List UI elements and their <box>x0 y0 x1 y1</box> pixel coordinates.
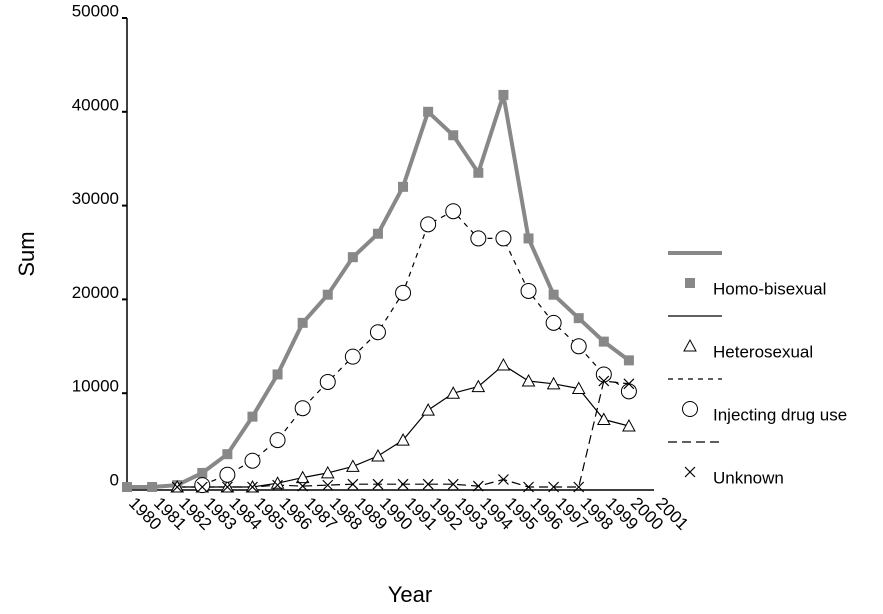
point <box>523 233 534 244</box>
point <box>473 167 484 178</box>
point <box>422 478 434 490</box>
point <box>548 289 559 300</box>
point <box>272 369 283 380</box>
point <box>598 375 610 387</box>
legend-label: Unknown <box>713 468 784 487</box>
point <box>397 478 409 490</box>
point <box>498 474 509 485</box>
point <box>623 355 634 366</box>
point <box>570 338 587 355</box>
point <box>320 465 335 479</box>
point <box>546 376 561 390</box>
point <box>297 317 308 328</box>
y-tick-label: 0 <box>110 470 119 489</box>
legend-label: Heterosexual <box>713 342 813 361</box>
point <box>448 130 459 141</box>
point <box>396 433 410 446</box>
point <box>171 481 183 493</box>
point <box>244 452 261 469</box>
point <box>398 181 409 192</box>
point <box>371 449 385 462</box>
point <box>472 480 484 492</box>
point <box>194 477 211 494</box>
point <box>347 252 358 263</box>
point <box>372 478 384 490</box>
point <box>548 481 560 493</box>
legend-marker <box>682 401 698 417</box>
series-line <box>202 210 630 486</box>
point <box>247 411 258 422</box>
point <box>297 480 309 492</box>
legend-marker <box>684 466 696 478</box>
point <box>272 479 283 491</box>
point <box>571 381 586 395</box>
point <box>573 313 584 324</box>
point <box>122 482 132 492</box>
legend-label: Homo-bisexual <box>713 279 826 298</box>
point <box>421 403 435 416</box>
point <box>622 418 636 432</box>
point <box>545 314 562 331</box>
point <box>395 284 412 301</box>
legend-marker <box>685 278 695 288</box>
point <box>573 481 585 493</box>
point <box>222 449 233 460</box>
point <box>295 470 310 484</box>
point <box>520 282 537 299</box>
point <box>347 478 359 490</box>
point <box>595 366 612 383</box>
point <box>219 466 236 483</box>
point <box>620 383 637 400</box>
point <box>322 479 334 491</box>
point <box>445 203 462 220</box>
y-tick-label: 10000 <box>72 377 119 396</box>
point <box>496 358 511 371</box>
point <box>147 482 158 492</box>
point <box>498 89 509 100</box>
point <box>322 289 333 300</box>
point <box>269 432 286 449</box>
point <box>596 412 611 425</box>
point <box>423 106 434 117</box>
x-axis-title: Year <box>388 582 432 607</box>
point <box>294 400 311 417</box>
point <box>196 481 208 493</box>
y-tick-label: 30000 <box>72 189 119 208</box>
point <box>197 467 208 478</box>
point <box>470 230 487 247</box>
point <box>447 478 459 490</box>
point <box>523 481 534 493</box>
point <box>598 336 609 347</box>
point <box>346 459 360 472</box>
legend-marker <box>683 338 697 352</box>
point <box>369 324 386 341</box>
y-tick-label: 20000 <box>72 283 119 302</box>
point <box>471 379 486 393</box>
y-tick-label: 50000 <box>72 1 119 20</box>
y-tick-label: 40000 <box>72 95 119 114</box>
point <box>495 230 512 247</box>
point <box>344 348 361 365</box>
point <box>446 386 461 399</box>
point <box>420 216 437 233</box>
y-axis-title: Sum <box>14 231 39 276</box>
point <box>623 378 635 390</box>
point <box>372 228 383 239</box>
point <box>247 481 258 493</box>
legend-label: Injecting drug use <box>713 405 847 424</box>
point <box>521 373 536 387</box>
point <box>319 373 336 390</box>
point <box>221 481 233 493</box>
